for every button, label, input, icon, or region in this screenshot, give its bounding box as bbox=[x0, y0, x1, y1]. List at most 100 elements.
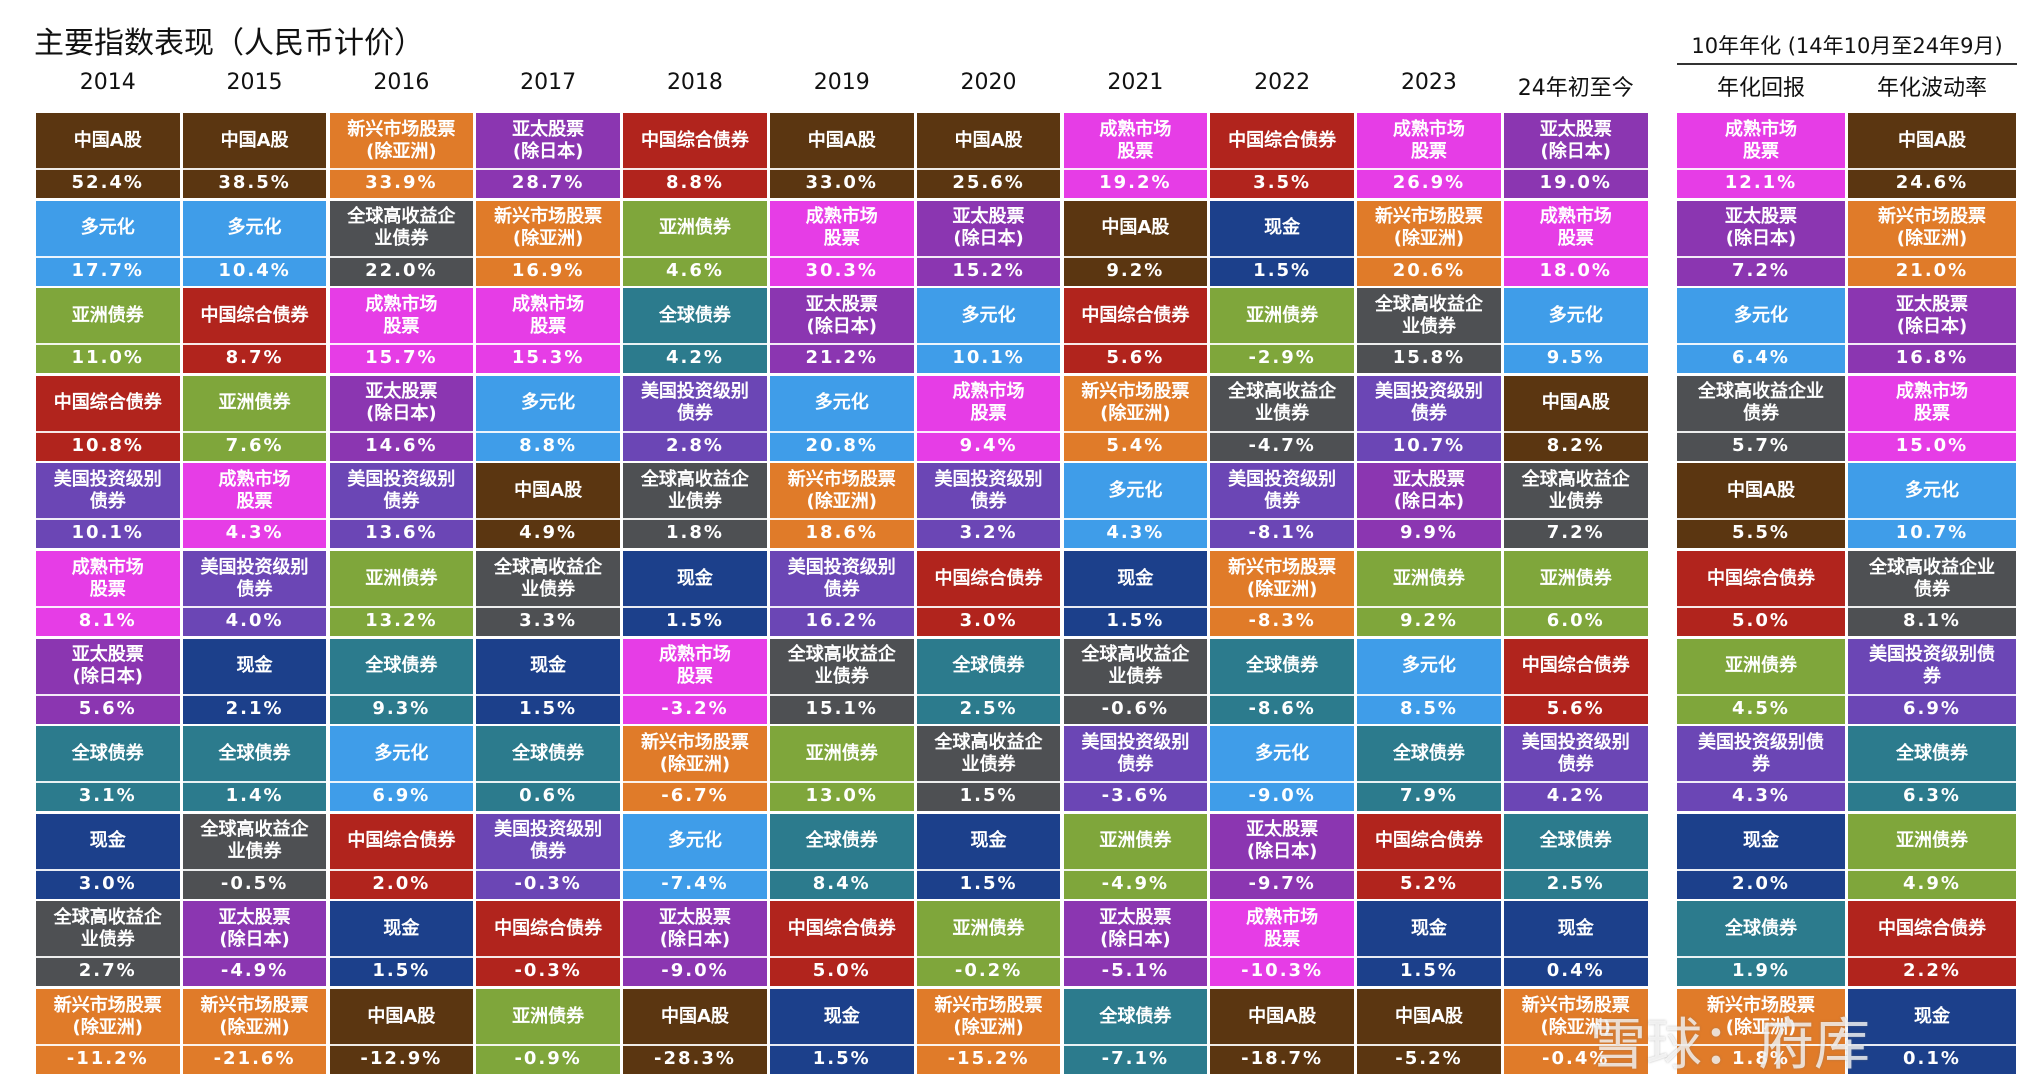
cell: 中国综合债券 -0.3% bbox=[476, 901, 620, 987]
cell-label: 多元化 bbox=[814, 392, 869, 414]
cell-value: 1.8% bbox=[1677, 1044, 1845, 1074]
cell-label: 成熟市场 股票 bbox=[71, 556, 144, 600]
cell: 中国A股 25.6% bbox=[916, 113, 1061, 198]
cell-label: 美国投资级别 债券 bbox=[1228, 468, 1337, 512]
cell-label: 全球债券 bbox=[1246, 655, 1319, 677]
cell: 亚太股票 (除日本) 19.0% bbox=[1504, 113, 1648, 198]
cell-value: -15.2% bbox=[916, 1044, 1061, 1074]
cell-label: 中国综合债券 bbox=[1521, 655, 1630, 677]
cell: 多元化 4.3% bbox=[1063, 463, 1208, 549]
cell: 新兴市场股票 (除亚洲) -15.2% bbox=[916, 989, 1061, 1074]
cell-value: 2.0% bbox=[329, 868, 474, 899]
cell-value: 15.0% bbox=[1848, 430, 2016, 461]
cell: 现金 2.1% bbox=[182, 638, 327, 724]
cell-label: 多元化 bbox=[1255, 742, 1310, 764]
cell-label: 现金 bbox=[236, 655, 273, 677]
cell: 全球高收益企业 债券 8.1% bbox=[1848, 551, 2016, 636]
cell-value: 1.5% bbox=[476, 693, 620, 724]
cell-value: 3.3% bbox=[476, 606, 620, 636]
cell-value: 3.0% bbox=[36, 868, 180, 899]
cell: 亚洲债券 9.2% bbox=[1357, 551, 1501, 636]
cell-value: 6.9% bbox=[329, 781, 474, 811]
cell-label: 全球高收益企 业债券 bbox=[1521, 468, 1630, 512]
cell-label: 成熟市场 股票 bbox=[1896, 381, 1968, 425]
cell: 全球债券 8.4% bbox=[770, 813, 914, 899]
cell-label: 中国A股 bbox=[367, 1005, 436, 1027]
cell-label: 美国投资级别 债券 bbox=[934, 468, 1043, 512]
column-header: 2021 bbox=[1107, 70, 1164, 95]
cell-label: 现金 bbox=[1914, 1005, 1950, 1027]
cell: 中国综合债券 8.8% bbox=[623, 113, 767, 198]
cell-value: -12.9% bbox=[329, 1044, 474, 1074]
cell-label: 亚洲债券 bbox=[952, 917, 1025, 939]
cell: 多元化 17.7% bbox=[36, 200, 180, 286]
cell-value: 38.5% bbox=[182, 168, 327, 198]
cell-label: 新兴市场股票 (除亚洲) bbox=[1878, 206, 1986, 250]
column-header: 2014 bbox=[79, 70, 136, 95]
cell-label: 全球债券 bbox=[952, 655, 1025, 677]
cell: 新兴市场股票 (除亚洲) 16.9% bbox=[476, 200, 620, 286]
cell-label: 亚太股票 (除日本) bbox=[952, 206, 1025, 250]
cell: 新兴市场股票 (除亚洲) 18.6% bbox=[770, 463, 914, 549]
cell-label: 中国综合债券 bbox=[1878, 917, 1986, 939]
cell-value: 13.6% bbox=[329, 518, 474, 548]
cell-value: 2.2% bbox=[1848, 956, 2016, 986]
cell-label: 美国投资级别债 券 bbox=[1869, 644, 1995, 688]
cell-value: 8.2% bbox=[1504, 430, 1648, 461]
cell-value: -0.3% bbox=[476, 868, 620, 899]
cell-value: 10.4% bbox=[182, 255, 327, 286]
cell-label: 亚洲债券 bbox=[1392, 567, 1465, 589]
cell-label: 全球债券 bbox=[658, 304, 731, 326]
cell: 中国A股 -5.2% bbox=[1357, 989, 1501, 1074]
cell: 新兴市场股票 (除亚洲) 20.6% bbox=[1357, 200, 1501, 286]
cell-value: 5.6% bbox=[1063, 343, 1208, 373]
cell-value: 16.8% bbox=[1848, 343, 2016, 373]
cell-value: -4.9% bbox=[1063, 868, 1208, 899]
group-header: 10年年化 (14年10月至24年9月) bbox=[1677, 30, 2017, 65]
cell: 全球债券 2.5% bbox=[1504, 813, 1648, 899]
cell-value: 15.7% bbox=[329, 343, 474, 373]
cell-label: 全球债券 bbox=[512, 742, 585, 764]
cell-value: 24.6% bbox=[1848, 168, 2016, 198]
cell: 新兴市场股票 (除亚洲) 1.8% bbox=[1677, 989, 1845, 1074]
cell: 中国A股 9.2% bbox=[1063, 200, 1208, 286]
cell-label: 亚洲债券 bbox=[1246, 304, 1319, 326]
cell-label: 美国投资级别债 券 bbox=[1698, 731, 1824, 775]
cell: 中国综合债券 8.7% bbox=[182, 288, 327, 374]
cell-value: -5.1% bbox=[1063, 956, 1208, 986]
cell-label: 多元化 bbox=[374, 742, 429, 764]
cell: 亚太股票 (除日本) 28.7% bbox=[476, 113, 620, 198]
cell-value: -0.6% bbox=[1063, 693, 1208, 724]
cell-value: 10.8% bbox=[36, 430, 180, 461]
cell-label: 多元化 bbox=[80, 217, 135, 239]
cell-label: 中国综合债券 bbox=[347, 830, 456, 852]
cell: 中国A股 52.4% bbox=[36, 113, 180, 198]
cell: 成熟市场 股票 8.1% bbox=[36, 551, 180, 636]
cell-value: -9.0% bbox=[623, 956, 767, 986]
cell-label: 新兴市场股票 (除亚洲) bbox=[347, 118, 456, 162]
cell-label: 成熟市场 股票 bbox=[512, 293, 585, 337]
cell-label: 现金 bbox=[1410, 917, 1447, 939]
cell: 新兴市场股票 (除亚洲) -8.3% bbox=[1210, 551, 1354, 636]
cell-value: 18.0% bbox=[1504, 255, 1648, 286]
cell: 全球高收益企 业债券 2.7% bbox=[36, 901, 180, 987]
cell-value: 1.5% bbox=[916, 868, 1061, 899]
cell: 多元化 10.1% bbox=[916, 288, 1061, 374]
cell: 多元化 10.4% bbox=[182, 200, 327, 286]
cell: 亚太股票 (除日本) 21.2% bbox=[770, 288, 914, 374]
cell: 全球债券 7.9% bbox=[1357, 726, 1501, 812]
cell: 全球债券 3.1% bbox=[36, 726, 180, 812]
cell-value: 2.0% bbox=[1677, 868, 1845, 899]
cell-label: 现金 bbox=[823, 1005, 860, 1027]
cell-value: 1.5% bbox=[770, 1044, 914, 1074]
cell-label: 现金 bbox=[383, 917, 420, 939]
cell-label: 美国投资级别 债券 bbox=[1081, 731, 1190, 775]
cell: 全球高收益企 业债券 3.3% bbox=[476, 551, 620, 636]
column-header: 2015 bbox=[226, 70, 283, 95]
cell-value: 8.7% bbox=[182, 343, 327, 373]
cell-value: 11.0% bbox=[36, 343, 180, 373]
cell: 多元化 9.5% bbox=[1504, 288, 1648, 374]
cell-label: 中国A股 bbox=[954, 129, 1023, 151]
cell: 现金 1.5% bbox=[770, 989, 914, 1074]
cell: 美国投资级别债 券 6.9% bbox=[1848, 638, 2016, 724]
